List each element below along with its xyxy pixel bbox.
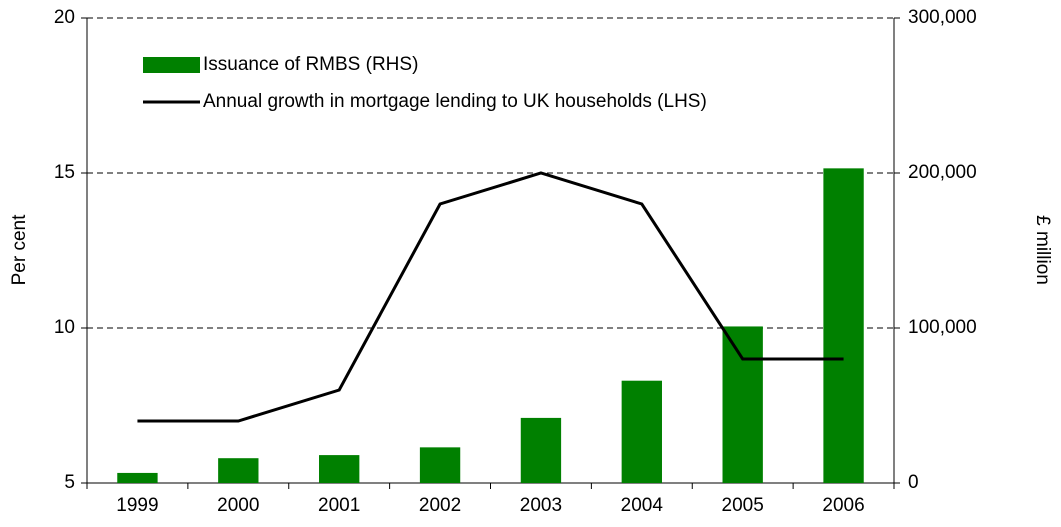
x-tick-label: 2004 — [621, 495, 664, 516]
y2-tick-label: 200,000 — [908, 162, 977, 183]
y2-tick-label: 100,000 — [908, 317, 977, 338]
x-tick-label: 2002 — [419, 495, 461, 516]
y2-axis-label: £ million — [1032, 215, 1053, 285]
x-tick-label: 2001 — [318, 495, 360, 516]
bar — [117, 472, 158, 483]
bar — [621, 380, 662, 483]
bar — [722, 326, 763, 483]
x-tick-label: 1999 — [116, 495, 158, 516]
bar — [823, 168, 864, 483]
bar — [218, 458, 259, 483]
bar — [520, 417, 562, 483]
legend-swatch — [143, 57, 200, 73]
bar — [319, 455, 360, 483]
y-tick-label: 20 — [54, 7, 75, 28]
bar — [419, 447, 461, 483]
x-tick-label: 2006 — [822, 495, 864, 516]
y-tick-label: 15 — [54, 162, 75, 183]
y-axis-label: Per cent — [9, 214, 30, 285]
x-tick-label: 2000 — [217, 495, 259, 516]
y2-tick-label: 300,000 — [908, 7, 977, 28]
legend-label: Issuance of RMBS (RHS) — [203, 54, 418, 75]
y-tick-label: 5 — [64, 472, 75, 493]
x-tick-label: 2003 — [520, 495, 562, 516]
legend-label: Annual growth in mortgage lending to UK … — [203, 91, 707, 112]
x-tick-label: 2005 — [722, 495, 764, 516]
line — [137, 171, 844, 423]
y-tick-label: 10 — [54, 317, 75, 338]
y2-tick-label: 0 — [908, 472, 919, 493]
